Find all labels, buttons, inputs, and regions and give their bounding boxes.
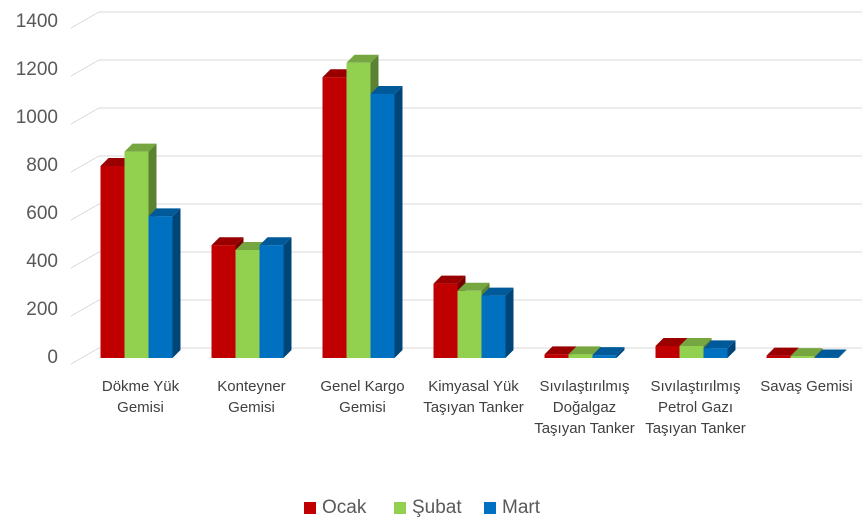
bar: [481, 295, 506, 358]
x-tick-label: Konteyner Gemisi: [217, 378, 286, 416]
bar-top: [481, 287, 514, 296]
bar: [766, 355, 791, 358]
y-tick-label: 1400: [16, 11, 58, 32]
bar: [457, 290, 482, 358]
x-tick-label: Sıvılaştırılmış Doğalgaz Taşıyan Tanker: [534, 378, 635, 437]
bar: [148, 216, 173, 358]
bar-top: [766, 347, 799, 356]
x-tick-label: Genel Kargo Gemisi: [320, 378, 405, 416]
grid-line: [70, 11, 862, 29]
bar: [544, 354, 569, 358]
bar-top: [655, 338, 688, 346]
bar-top: [568, 346, 601, 355]
y-tick-label: 400: [26, 251, 58, 272]
bar: [703, 348, 728, 358]
bar-top: [148, 208, 181, 217]
bar-top: [703, 340, 736, 349]
grid-line: [70, 251, 862, 269]
bar-top: [370, 86, 403, 94]
legend-swatch: [394, 502, 406, 514]
legend-swatch: [304, 502, 316, 514]
bar-top: [814, 349, 847, 358]
bar: [592, 355, 617, 358]
bar: [679, 346, 704, 358]
bar: [655, 346, 680, 358]
grid-line: [70, 155, 862, 173]
x-tick-label: Kimyasal Yük Taşıyan Tanker: [423, 378, 524, 416]
y-tick-label: 1000: [16, 107, 58, 128]
grid-line: [70, 107, 862, 125]
bar: [370, 94, 395, 358]
grid-line: [70, 59, 862, 77]
y-tick-label: 200: [26, 299, 58, 320]
legend-label: Şubat: [412, 497, 462, 518]
bar-top: [790, 348, 823, 357]
bar-side: [838, 349, 847, 358]
bar: [322, 77, 347, 358]
x-tick-label: Sıvılaştırılmış Petrol Gazı Taşıyan Tank…: [645, 378, 746, 437]
bar-top: [544, 346, 577, 355]
x-tick-label: Savaş Gemisi: [760, 378, 853, 395]
bar-side: [727, 340, 736, 358]
bar: [100, 166, 125, 358]
bar-top: [346, 54, 379, 63]
bar-side: [283, 237, 292, 358]
bar-side: [616, 347, 625, 358]
bar-top: [592, 347, 625, 356]
bar-top: [259, 237, 292, 246]
bar-top: [211, 237, 244, 246]
bar: [211, 245, 236, 358]
y-tick-label: 800: [26, 155, 58, 176]
y-tick-label: 0: [47, 347, 58, 368]
bar: [790, 356, 815, 358]
legend-swatch: [484, 502, 496, 514]
x-tick-label: Dökme Yük Gemisi: [101, 378, 180, 416]
bar: [568, 354, 593, 358]
bar: [124, 151, 149, 358]
grid-line: [70, 203, 862, 221]
bar-top: [433, 275, 466, 284]
bar: [433, 283, 458, 358]
legend-label: Ocak: [322, 497, 367, 518]
bar-top: [679, 338, 712, 346]
bar: [235, 250, 260, 358]
bar-top: [457, 282, 490, 291]
bar-side: [394, 86, 403, 358]
bar: [259, 245, 284, 358]
bar: [346, 62, 371, 359]
grid-line: [70, 299, 862, 317]
bar-top: [124, 143, 157, 152]
y-tick-label: 1200: [16, 59, 58, 80]
bar-side: [172, 208, 181, 358]
y-tick-label: 600: [26, 203, 58, 224]
legend-label: Mart: [502, 497, 541, 518]
bar-side: [505, 287, 514, 358]
